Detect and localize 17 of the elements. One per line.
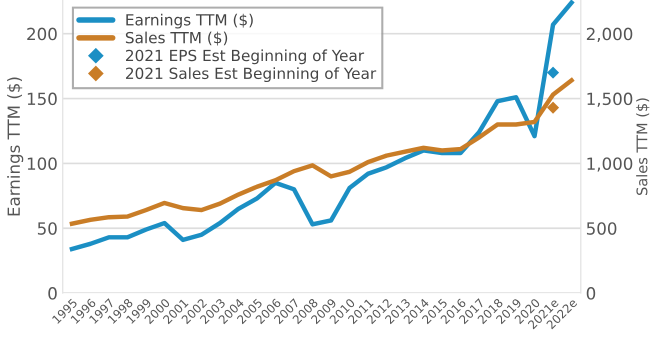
y2-tick-label: 500 xyxy=(586,222,616,235)
y-tick-label: 150 xyxy=(28,92,57,106)
y-tick-label: 50 xyxy=(38,222,57,235)
y2-tick-label: 1,500 xyxy=(587,92,632,107)
legend-label: Earnings TTM ($) xyxy=(126,14,253,29)
legend-label: 2021 Sales Est Beginning of Year xyxy=(126,67,376,82)
legend-label: 2021 EPS Est Beginning of Year xyxy=(126,49,364,64)
y2-tick-label: 2,000 xyxy=(586,28,632,42)
line-series xyxy=(70,0,574,252)
y2-tick-label: 1,000 xyxy=(587,157,632,172)
y2-axis-title: Sales TTM ($) xyxy=(636,98,650,196)
y-tick-label: 0 xyxy=(48,287,57,300)
y-axis-title: Earnings TTM ($) xyxy=(7,77,24,216)
legend-label: Sales TTM ($) xyxy=(126,32,228,46)
y2-tick-label: 0 xyxy=(586,287,596,300)
y-tick-label: 200 xyxy=(27,28,57,40)
y-tick-label: 100 xyxy=(28,157,57,170)
